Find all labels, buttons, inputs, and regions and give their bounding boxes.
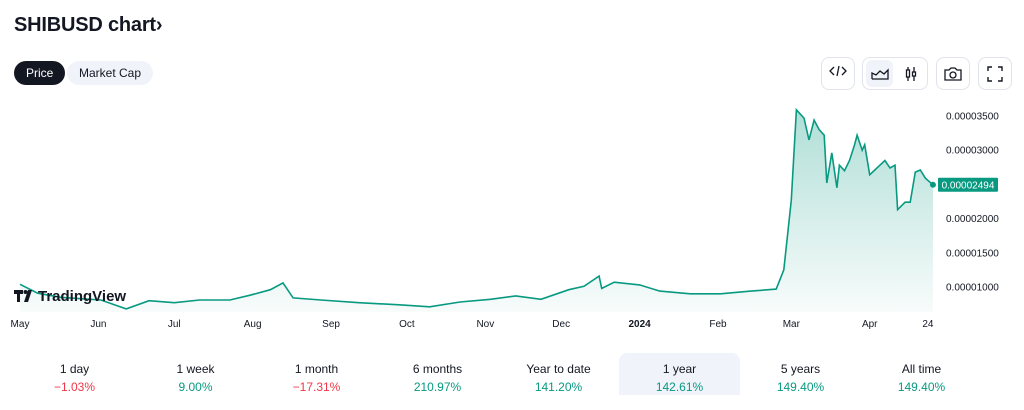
- tradingview-logo: TradingView: [14, 288, 126, 305]
- performance-period: Year to date: [526, 362, 591, 376]
- x-tick-label: Apr: [862, 319, 878, 330]
- performance-change: 9.00%: [178, 380, 213, 394]
- last-price-dot: [929, 181, 936, 188]
- performance-1-month[interactable]: 1 month −17.31%: [256, 353, 377, 395]
- performance-6-months[interactable]: 6 months 210.97%: [377, 353, 498, 395]
- tradingview-wordmark: TradingView: [38, 288, 126, 305]
- title-text: SHIBUSD chart: [14, 14, 156, 36]
- tab-market-cap[interactable]: Market Cap: [67, 61, 154, 85]
- performance-change: 210.97%: [413, 380, 462, 394]
- performance-period: 1 day: [59, 362, 90, 376]
- page-title[interactable]: SHIBUSD chart›: [14, 14, 163, 37]
- performance-change: 141.20%: [534, 380, 583, 394]
- x-tick-label: Mar: [783, 319, 801, 330]
- performance-1-day[interactable]: 1 day −1.03%: [14, 353, 135, 395]
- fullscreen-button[interactable]: [978, 57, 1012, 90]
- x-tick-label: Jun: [90, 319, 106, 330]
- performance-1-week[interactable]: 1 week 9.00%: [135, 353, 256, 395]
- x-tick-label: Nov: [476, 319, 494, 330]
- performance-period: 6 months: [412, 362, 463, 376]
- performance-period: 1 year: [662, 362, 697, 376]
- x-tick-label: Feb: [709, 319, 727, 330]
- price-area-fill: [20, 109, 933, 312]
- price-chart[interactable]: 0.00003500 0.00003000 0.00002000 0.00001500…: [0, 0, 1024, 340]
- performance-change: 149.40%: [776, 380, 825, 394]
- x-tick-label: May: [11, 319, 30, 330]
- performance-period: 1 month: [294, 362, 339, 376]
- price-line: [19, 107, 934, 310]
- chart-type-group: [862, 57, 928, 90]
- performance-year-to-date[interactable]: Year to date 141.20%: [498, 353, 619, 395]
- performance-5-years[interactable]: 5 years 149.40%: [740, 353, 861, 395]
- performance-change: −17.31%: [292, 380, 341, 394]
- embed-button[interactable]: [821, 57, 855, 90]
- fullscreen-icon: [987, 65, 1003, 82]
- chevron-right-icon: ›: [155, 14, 163, 36]
- y-tick-label: 0.00002000: [946, 214, 999, 225]
- camera-icon: [944, 66, 962, 81]
- area-chart-button[interactable]: [866, 60, 893, 87]
- screenshot-button[interactable]: [936, 57, 970, 90]
- x-tick-label: Aug: [244, 319, 262, 330]
- performance-period: 1 week: [176, 362, 215, 376]
- performance-bar: 1 day −1.03% 1 week 9.00% 1 month −17.31% 6 mo…: [0, 353, 1024, 395]
- performance-period: 5 years: [780, 362, 821, 376]
- performance-change: −1.03%: [53, 380, 96, 394]
- area-chart-icon: [870, 67, 889, 80]
- tab-price[interactable]: Price: [14, 61, 66, 85]
- x-tick-label: 24: [922, 319, 934, 330]
- candlestick-chart-icon: [905, 66, 916, 81]
- x-tick-label: Oct: [399, 319, 415, 330]
- performance-1-year[interactable]: 1 year 142.61%: [619, 353, 740, 395]
- y-tick-label: 0.00001500: [946, 248, 999, 259]
- embed-code-icon: [829, 64, 847, 83]
- y-tick-label: 0.00003000: [946, 146, 999, 157]
- performance-change: 149.40%: [897, 380, 946, 394]
- performance-all-time[interactable]: All time 149.40%: [861, 353, 982, 395]
- x-tick-label: Sep: [322, 319, 340, 330]
- performance-period: All time: [901, 362, 942, 376]
- last-price-badge: [938, 177, 998, 192]
- candlestick-chart-button[interactable]: [897, 60, 924, 87]
- y-tick-label: 0.00003500: [946, 112, 999, 123]
- y-tick-label: 0.00001000: [946, 283, 999, 294]
- x-tick-label: 2024: [628, 319, 651, 330]
- last-price-label: 0.00002494: [942, 180, 995, 191]
- performance-change: 142.61%: [655, 380, 704, 394]
- x-tick-label: Dec: [552, 319, 570, 330]
- x-tick-label: Jul: [168, 319, 181, 330]
